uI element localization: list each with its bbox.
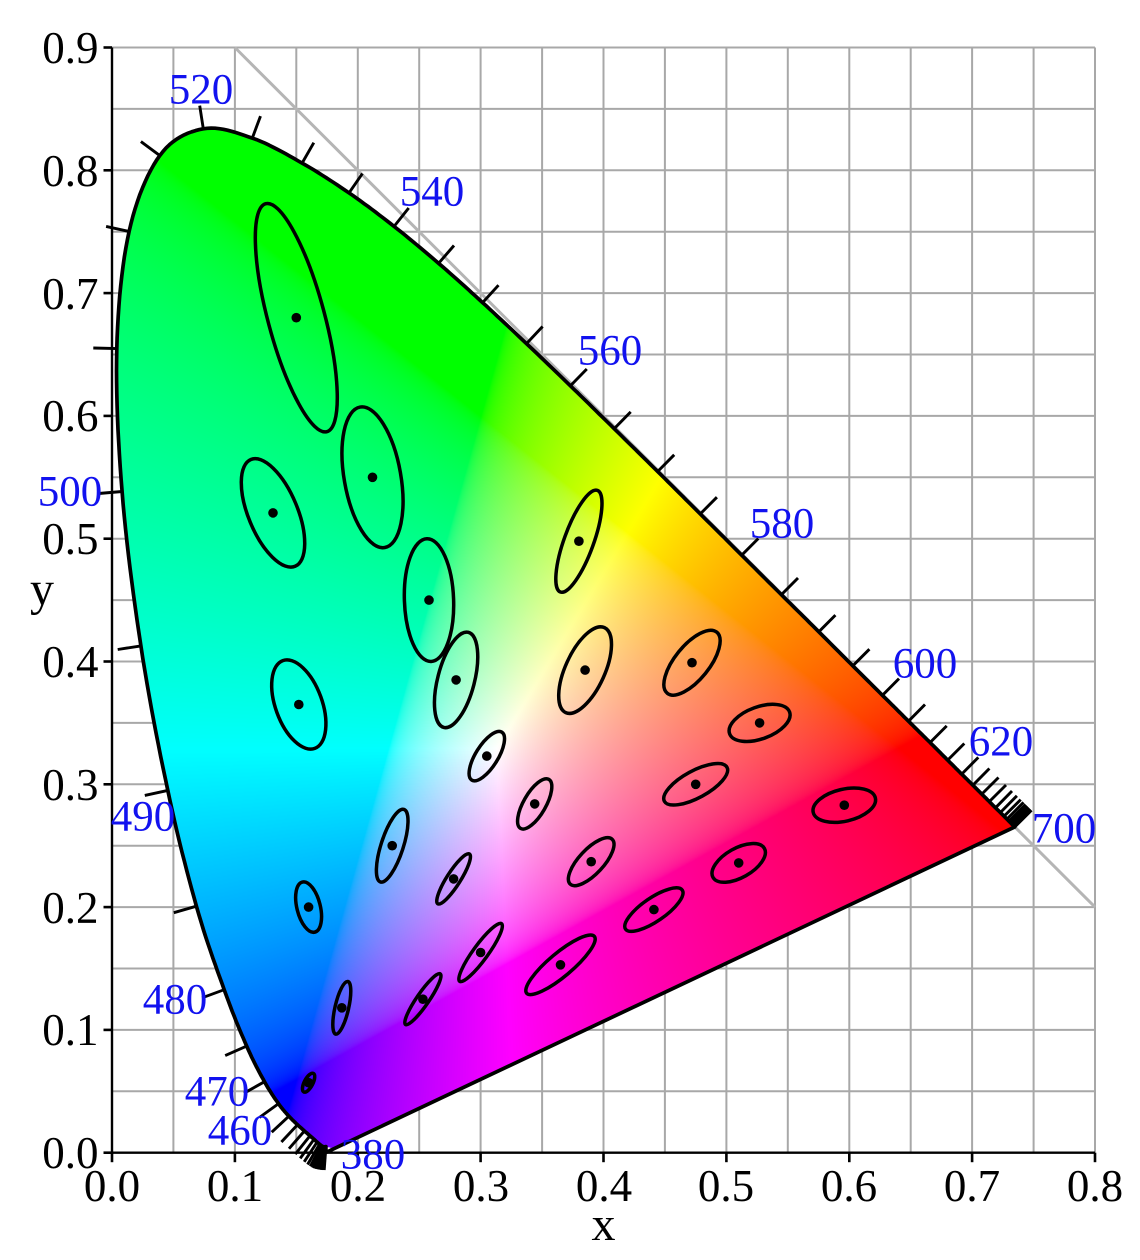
svg-text:470: 470: [185, 1068, 250, 1115]
svg-text:0.2: 0.2: [42, 883, 98, 933]
svg-text:490: 490: [111, 793, 176, 840]
svg-text:0.3: 0.3: [42, 760, 98, 810]
svg-text:0.6: 0.6: [821, 1161, 877, 1211]
svg-text:0.1: 0.1: [42, 1005, 98, 1055]
svg-text:0.4: 0.4: [576, 1161, 632, 1211]
svg-text:520: 520: [169, 66, 234, 113]
svg-text:0.0: 0.0: [42, 1128, 98, 1178]
svg-text:0.8: 0.8: [1067, 1161, 1123, 1211]
svg-text:0.7: 0.7: [42, 269, 98, 319]
svg-text:0.0: 0.0: [84, 1161, 140, 1211]
svg-text:0.7: 0.7: [944, 1161, 1000, 1211]
svg-text:560: 560: [578, 327, 643, 374]
svg-text:620: 620: [969, 718, 1034, 765]
svg-text:0.5: 0.5: [698, 1161, 754, 1211]
svg-text:0.2: 0.2: [330, 1161, 386, 1211]
svg-text:0.4: 0.4: [42, 637, 98, 687]
svg-text:500: 500: [38, 468, 103, 515]
svg-text:0.8: 0.8: [42, 146, 98, 196]
svg-text:540: 540: [400, 168, 465, 215]
svg-text:700: 700: [1032, 805, 1097, 852]
svg-text:x: x: [592, 1198, 616, 1251]
svg-text:0.6: 0.6: [42, 391, 98, 441]
svg-text:0.3: 0.3: [453, 1161, 509, 1211]
svg-text:0.1: 0.1: [207, 1161, 263, 1211]
svg-text:480: 480: [143, 976, 208, 1023]
svg-text:0.9: 0.9: [42, 23, 98, 73]
svg-text:y: y: [30, 563, 54, 616]
svg-text:460: 460: [208, 1107, 273, 1154]
svg-text:0.5: 0.5: [42, 514, 98, 564]
svg-text:380: 380: [341, 1131, 406, 1178]
svg-text:580: 580: [750, 500, 815, 547]
svg-text:600: 600: [893, 640, 958, 687]
